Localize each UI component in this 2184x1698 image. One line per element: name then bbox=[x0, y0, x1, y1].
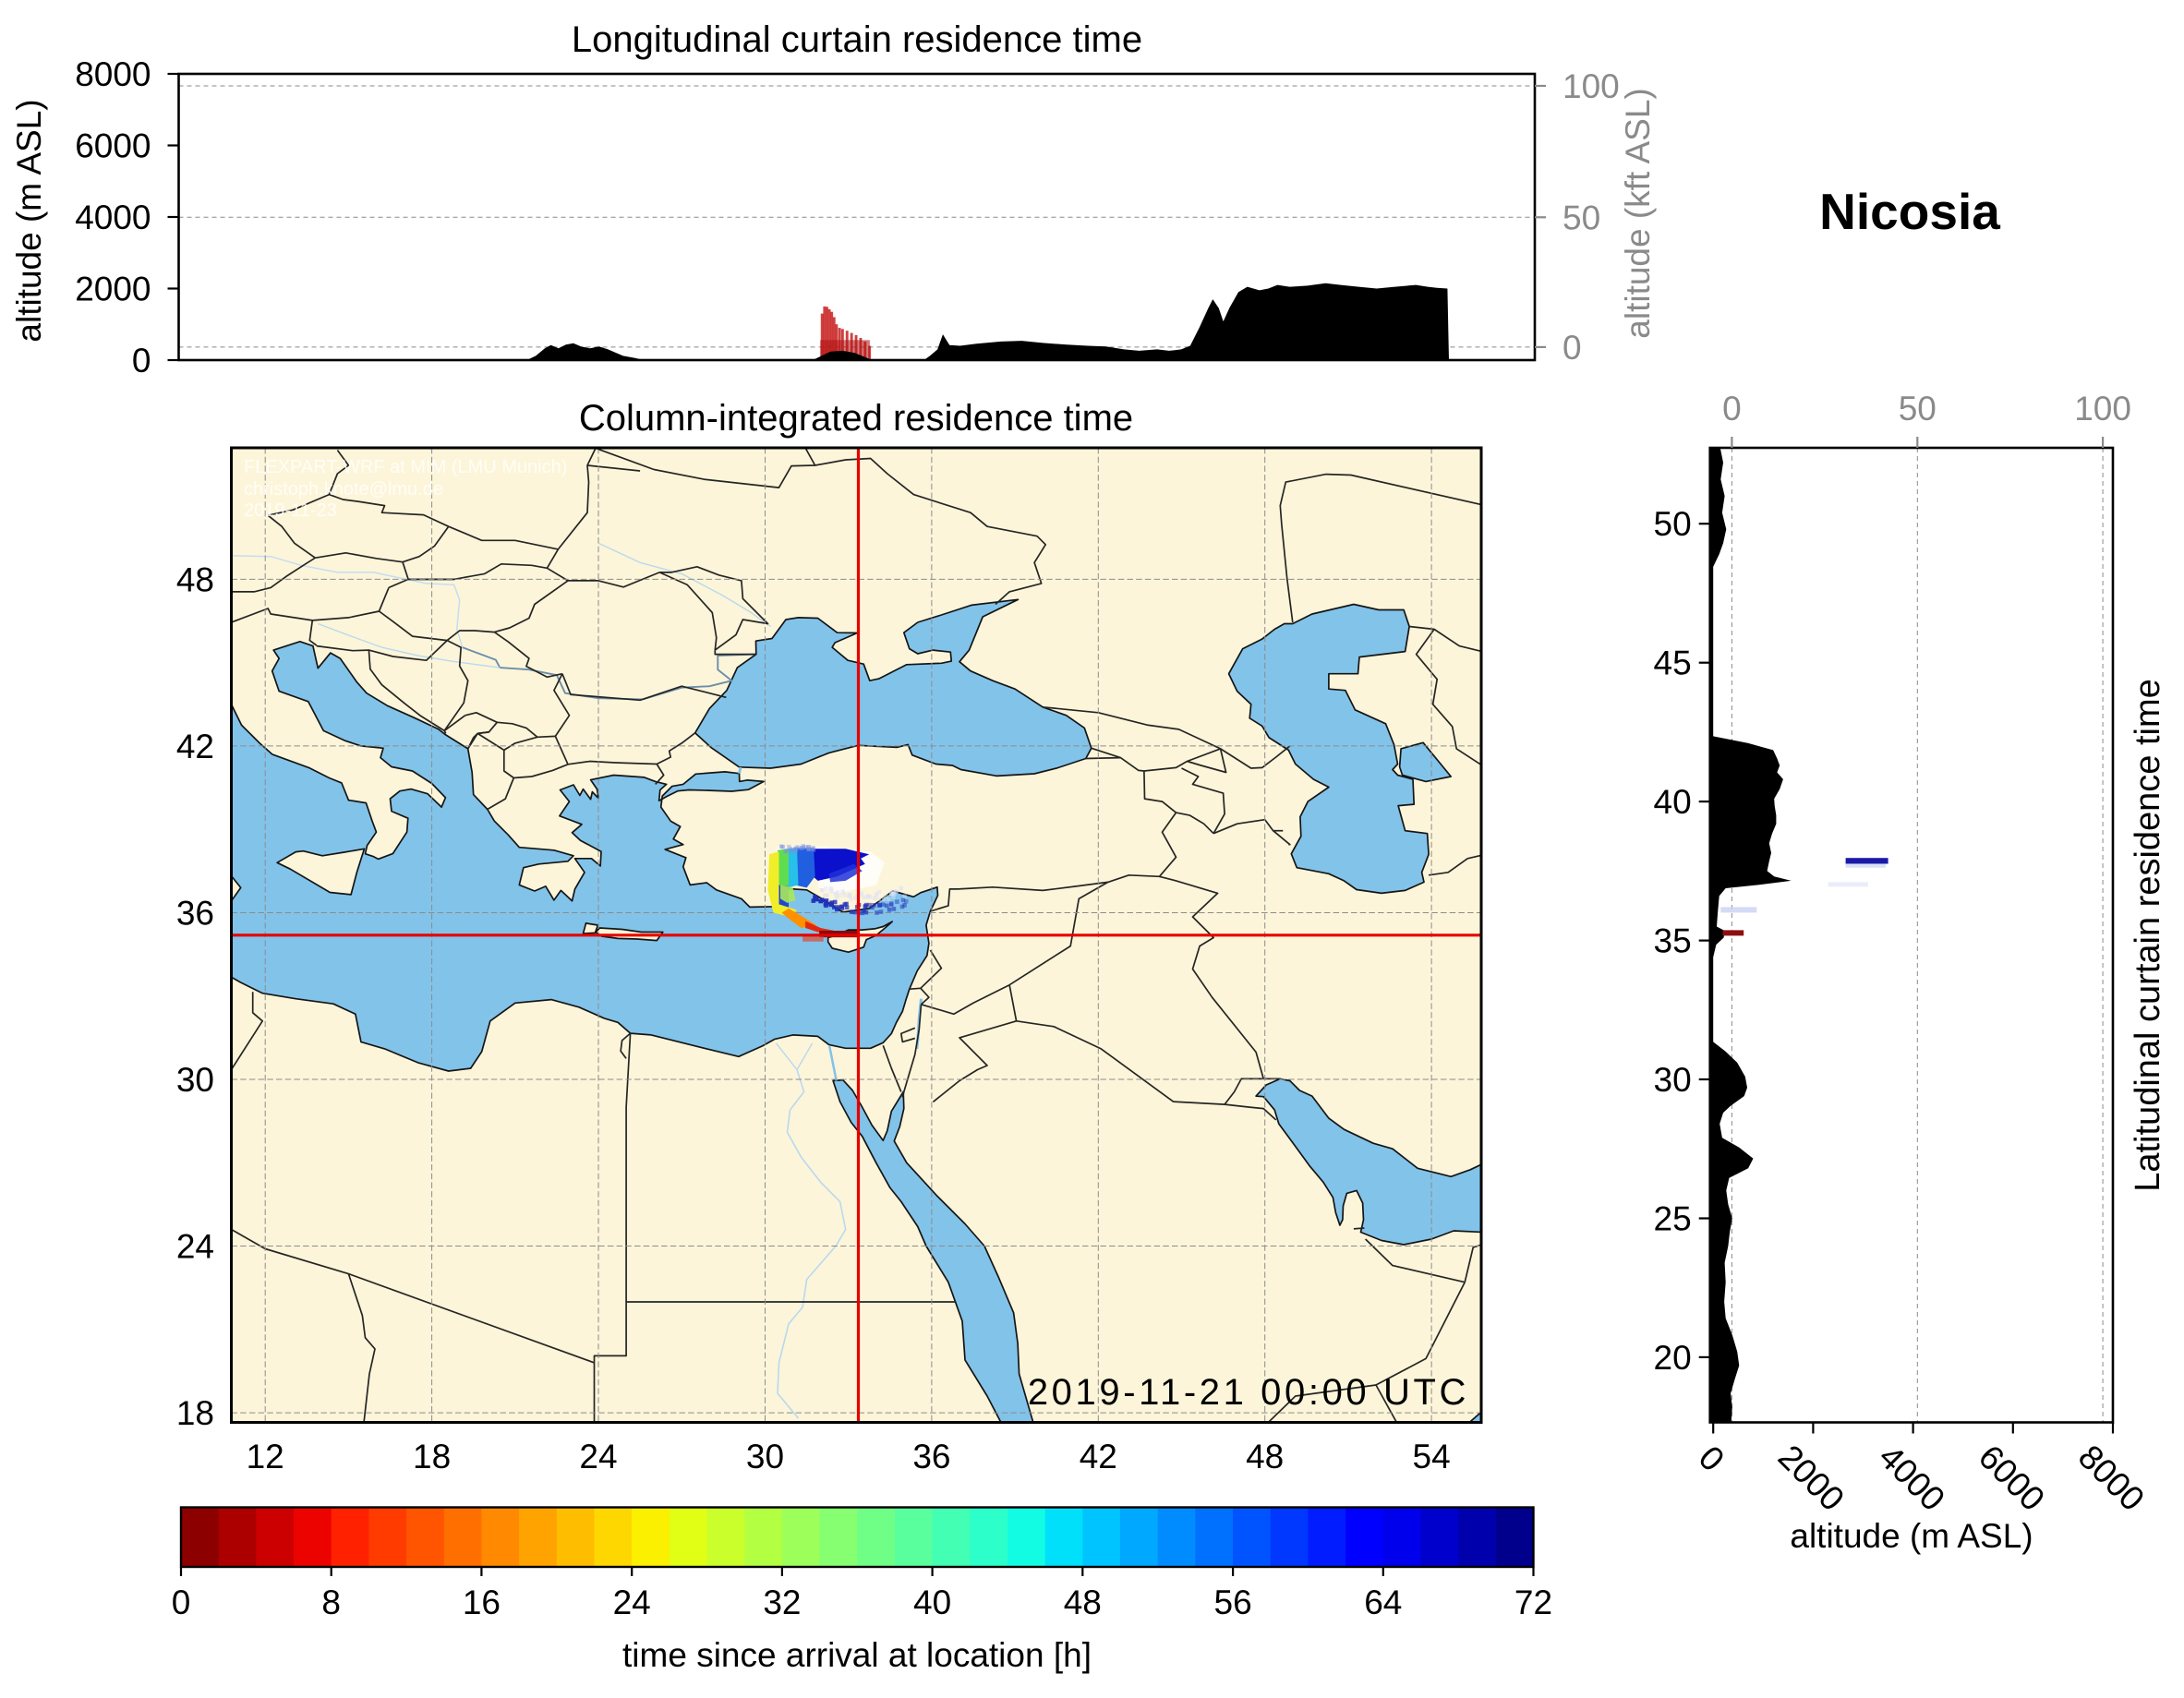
svg-text:FLEXPART-WRF at MIM (LMU Munic: FLEXPART-WRF at MIM (LMU Munich) bbox=[244, 457, 567, 477]
svg-text:40: 40 bbox=[913, 1584, 951, 1621]
svg-text:48: 48 bbox=[1064, 1584, 1102, 1621]
svg-text:100: 100 bbox=[1563, 67, 1620, 105]
svg-text:2019-11-21 00:00 UTC: 2019-11-21 00:00 UTC bbox=[1028, 1372, 1469, 1413]
svg-text:25: 25 bbox=[1654, 1200, 1692, 1238]
svg-text:50: 50 bbox=[1654, 505, 1692, 543]
svg-text:24: 24 bbox=[613, 1584, 651, 1621]
svg-text:Column-integrated residence ti: Column-integrated residence time bbox=[579, 398, 1133, 439]
svg-text:72: 72 bbox=[1514, 1584, 1552, 1621]
svg-text:30: 30 bbox=[746, 1438, 784, 1475]
svg-text:0: 0 bbox=[1722, 390, 1742, 428]
svg-text:0: 0 bbox=[1563, 329, 1582, 367]
svg-text:36: 36 bbox=[176, 895, 214, 933]
svg-text:6000: 6000 bbox=[75, 127, 151, 165]
svg-text:50: 50 bbox=[1899, 390, 1937, 428]
svg-text:24: 24 bbox=[579, 1438, 617, 1475]
svg-text:30: 30 bbox=[176, 1061, 214, 1099]
svg-text:altitude (m ASL): altitude (m ASL) bbox=[1790, 1517, 2033, 1555]
svg-text:Longitudinal curtain residence: Longitudinal curtain residence time bbox=[572, 19, 1142, 60]
svg-text:20: 20 bbox=[1654, 1339, 1692, 1377]
svg-text:64: 64 bbox=[1364, 1584, 1402, 1621]
svg-text:0: 0 bbox=[172, 1584, 191, 1621]
svg-text:8000: 8000 bbox=[75, 55, 151, 93]
svg-text:45: 45 bbox=[1654, 644, 1692, 682]
svg-text:2019-11-23: 2019-11-23 bbox=[244, 500, 337, 521]
svg-text:4000: 4000 bbox=[75, 199, 151, 236]
svg-text:24: 24 bbox=[176, 1228, 214, 1266]
svg-text:altitude (kft ASL): altitude (kft ASL) bbox=[1619, 88, 1657, 338]
svg-text:8: 8 bbox=[321, 1584, 341, 1621]
svg-text:48: 48 bbox=[1246, 1438, 1284, 1475]
svg-text:35: 35 bbox=[1654, 922, 1692, 960]
svg-text:40: 40 bbox=[1654, 783, 1692, 821]
svg-text:100: 100 bbox=[2074, 390, 2131, 428]
svg-text:18: 18 bbox=[413, 1438, 451, 1475]
svg-text:36: 36 bbox=[912, 1438, 950, 1475]
svg-text:50: 50 bbox=[1563, 199, 1600, 236]
svg-text:18: 18 bbox=[176, 1394, 214, 1432]
svg-text:48: 48 bbox=[176, 560, 214, 598]
svg-text:30: 30 bbox=[1654, 1061, 1692, 1099]
svg-text:2000: 2000 bbox=[75, 271, 151, 308]
svg-text:42: 42 bbox=[176, 728, 214, 765]
svg-text:0: 0 bbox=[132, 342, 151, 379]
svg-text:Nicosia: Nicosia bbox=[1819, 183, 2000, 240]
svg-text:time since arrival at location: time since arrival at location [h] bbox=[622, 1636, 1092, 1674]
svg-text:Latitudinal curtain residence: Latitudinal curtain residence time bbox=[2129, 679, 2167, 1192]
svg-text:56: 56 bbox=[1214, 1584, 1252, 1621]
svg-text:16: 16 bbox=[463, 1584, 501, 1621]
svg-text:54: 54 bbox=[1413, 1438, 1451, 1475]
svg-text:altitude (m ASL): altitude (m ASL) bbox=[10, 99, 48, 342]
svg-text:12: 12 bbox=[247, 1438, 284, 1475]
svg-text:32: 32 bbox=[763, 1584, 801, 1621]
svg-text:christoph.knote@lmu.de: christoph.knote@lmu.de bbox=[244, 479, 443, 500]
svg-text:42: 42 bbox=[1080, 1438, 1117, 1475]
